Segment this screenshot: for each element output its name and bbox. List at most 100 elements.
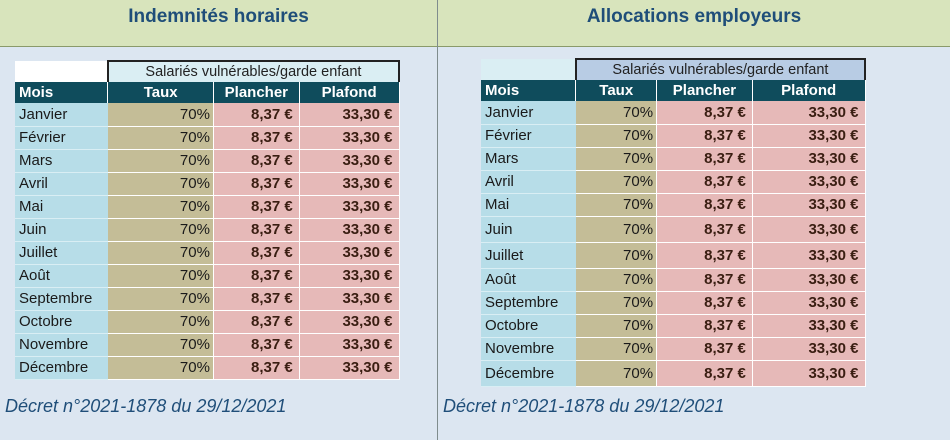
cell-taux: 70% <box>575 291 658 315</box>
cell-plafond: 33,30 € <box>299 356 400 380</box>
cell-plafond: 33,30 € <box>299 172 400 196</box>
cell-taux: 70% <box>107 356 214 380</box>
table-row: Octobre 70% 8,37 €33,30 € <box>15 310 400 334</box>
header-row: Mois Taux Plancher Plafond <box>15 82 400 103</box>
cell-taux: 70% <box>575 360 658 387</box>
cell-plancher: 8,37 € <box>656 268 753 292</box>
right-decree-note: Décret n°2021-1878 du 29/12/2021 <box>443 396 725 416</box>
column-header-plafond: Plafond <box>752 80 866 101</box>
table-row: Février 70% 8,37 €33,30 € <box>481 124 866 148</box>
cell-plancher: 8,37 € <box>213 241 300 265</box>
cell-plafond: 33,30 € <box>752 314 866 338</box>
table-row: Juin 70% 8,37 €33,30 € <box>15 218 400 242</box>
cell-plancher: 8,37 € <box>656 101 753 125</box>
cell-plafond: 33,30 € <box>752 101 866 125</box>
cell-taux: 70% <box>575 170 658 194</box>
table-row: Novembre 70% 8,37 €33,30 € <box>15 333 400 357</box>
cell-plafond: 33,30 € <box>299 126 400 150</box>
column-header-mois: Mois <box>15 82 109 103</box>
cell-mois: Juillet <box>15 241 108 265</box>
cell-mois: Septembre <box>15 287 108 311</box>
cell-plancher: 8,37 € <box>656 337 753 361</box>
cell-mois: Novembre <box>481 337 576 361</box>
table-row: Janvier 70% 8,37 €33,30 € <box>15 103 400 127</box>
cell-taux: 70% <box>575 101 658 125</box>
table-row: Novembre 70% 8,37 €33,30 € <box>481 337 866 361</box>
table-row: Septembre 70% 8,37 €33,30 € <box>15 287 400 311</box>
cell-mois: Février <box>481 124 576 148</box>
subheader-row: Salariés vulnérables/garde enfant <box>481 58 867 80</box>
cell-taux: 70% <box>575 242 658 269</box>
cell-plafond: 33,30 € <box>752 268 866 292</box>
cell-mois: Octobre <box>15 310 108 334</box>
table-row: Avril 70% 8,37 €33,30 € <box>481 170 866 194</box>
cell-plafond: 33,30 € <box>299 333 400 357</box>
cell-mois: Juin <box>481 216 576 243</box>
cell-plafond: 33,30 € <box>299 218 400 242</box>
table-row: Août 70% 8,37 €33,30 € <box>15 264 400 288</box>
cell-taux: 70% <box>575 216 658 243</box>
cell-taux: 70% <box>107 126 214 150</box>
cell-taux: 70% <box>575 268 658 292</box>
cell-plafond: 33,30 € <box>299 103 400 127</box>
column-header-taux: Taux <box>575 80 658 101</box>
column-header-mois: Mois <box>481 80 577 101</box>
subheader-blank-cell <box>481 59 576 80</box>
cell-mois: Juillet <box>481 242 576 269</box>
cell-plancher: 8,37 € <box>213 356 300 380</box>
subheader-blank-cell <box>15 61 108 82</box>
cell-plancher: 8,37 € <box>656 124 753 148</box>
cell-plafond: 33,30 € <box>299 149 400 173</box>
cell-mois: Février <box>15 126 108 150</box>
cell-mois: Juin <box>15 218 108 242</box>
cell-plancher: 8,37 € <box>213 287 300 311</box>
cell-plancher: 8,37 € <box>656 216 753 243</box>
cell-mois: Septembre <box>481 291 576 315</box>
cell-plafond: 33,30 € <box>752 337 866 361</box>
cell-plancher: 8,37 € <box>213 172 300 196</box>
cell-mois: Octobre <box>481 314 576 338</box>
cell-mois: Août <box>15 264 108 288</box>
cell-plafond: 33,30 € <box>752 170 866 194</box>
cell-plancher: 8,37 € <box>213 126 300 150</box>
table-row: Février 70% 8,37 €33,30 € <box>15 126 400 150</box>
cell-taux: 70% <box>107 218 214 242</box>
cell-taux: 70% <box>107 195 214 219</box>
cell-plancher: 8,37 € <box>213 103 300 127</box>
cell-plafond: 33,30 € <box>752 124 866 148</box>
cell-plafond: 33,30 € <box>752 216 866 243</box>
cell-mois: Janvier <box>481 101 576 125</box>
table-row: Décembre 70% 8,37 €33,30 € <box>15 356 400 380</box>
table-row: Juillet 70% 8,37 €33,30 € <box>481 242 866 269</box>
cell-plafond: 33,30 € <box>752 193 866 217</box>
cell-taux: 70% <box>575 124 658 148</box>
cell-plancher: 8,37 € <box>213 218 300 242</box>
right-table: Salariés vulnérables/garde enfant Mois T… <box>481 58 867 387</box>
table-row: Août 70% 8,37 €33,30 € <box>481 268 866 292</box>
table-row: Juin 70% 8,37 €33,30 € <box>481 216 866 243</box>
cell-plancher: 8,37 € <box>656 360 753 387</box>
cell-plancher: 8,37 € <box>213 310 300 334</box>
cell-mois: Avril <box>15 172 108 196</box>
right-panel-title: Allocations employeurs <box>586 6 802 27</box>
cell-plancher: 8,37 € <box>656 193 753 217</box>
cell-taux: 70% <box>107 149 214 173</box>
header-band <box>0 0 950 47</box>
cell-plafond: 33,30 € <box>299 287 400 311</box>
cell-taux: 70% <box>107 264 214 288</box>
left-panel-title: Indemnités horaires <box>128 6 309 27</box>
cell-plancher: 8,37 € <box>656 147 753 171</box>
cell-plancher: 8,37 € <box>656 170 753 194</box>
subheader-label: Salariés vulnérables/garde enfant <box>574 58 867 80</box>
table-row: Mars 70% 8,37 €33,30 € <box>15 149 400 173</box>
cell-plancher: 8,37 € <box>213 149 300 173</box>
cell-plancher: 8,37 € <box>213 264 300 288</box>
cell-plancher: 8,37 € <box>213 333 300 357</box>
cell-plafond: 33,30 € <box>299 264 400 288</box>
cell-taux: 70% <box>575 193 658 217</box>
column-header-plancher: Plancher <box>656 80 753 101</box>
cell-mois: Mars <box>15 149 108 173</box>
table-row: Septembre 70% 8,37 €33,30 € <box>481 291 866 315</box>
table-row: Décembre 70% 8,37 €33,30 € <box>481 360 866 387</box>
table-row: Mai 70% 8,37 €33,30 € <box>481 193 866 217</box>
